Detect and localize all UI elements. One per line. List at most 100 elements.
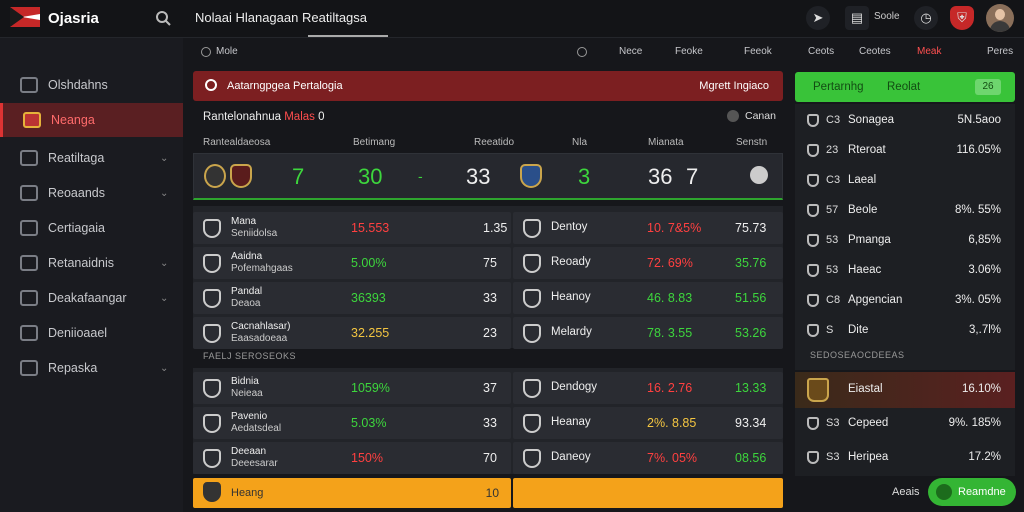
team-value: 3,.7l% bbox=[969, 324, 1001, 336]
featured-match[interactable]: 7 30 - 33 3 36 7 bbox=[193, 153, 783, 200]
team-subtitle: Neieaa bbox=[231, 388, 263, 399]
document-icon bbox=[20, 255, 38, 271]
clock-icon[interactable]: ◷ bbox=[914, 6, 938, 30]
list-item[interactable]: S Dite 3,.7l% bbox=[795, 317, 1015, 345]
list-item[interactable]: 23 Rteroat 116.05% bbox=[795, 137, 1015, 165]
rocket-icon[interactable]: ➤ bbox=[806, 6, 830, 30]
sidebar-item-4[interactable]: Reoaands ⌄ bbox=[0, 176, 183, 210]
sidebar-item-8[interactable]: Deniioaael bbox=[0, 316, 183, 350]
toolbar-item[interactable]: Feoke bbox=[675, 46, 703, 57]
toolbar-mode[interactable]: Mole bbox=[216, 46, 238, 57]
toolbar-item[interactable]: Feeok bbox=[744, 46, 772, 57]
team-value: 6,85% bbox=[968, 234, 1001, 246]
cell-value: 5.00% bbox=[351, 256, 387, 270]
sidebar-item-6[interactable]: Retanaidnis ⌄ bbox=[0, 246, 183, 280]
page-title: Nolaai Hlanagaan Reatiltagsa bbox=[195, 10, 368, 25]
list-item[interactable]: 57 Beole 8%. 55% bbox=[795, 197, 1015, 225]
search-icon[interactable] bbox=[155, 10, 171, 26]
sidebar-item-label: Retanaidnis bbox=[48, 256, 115, 270]
settings-icon[interactable] bbox=[750, 166, 768, 184]
sidebar-item-5[interactable]: Certiagaia bbox=[0, 211, 183, 245]
title-underline bbox=[308, 35, 388, 37]
crest-icon bbox=[523, 289, 541, 308]
list-item[interactable]: S3 Cepeed 9%. 185% bbox=[795, 410, 1015, 438]
alert-link[interactable]: Mgrett Ingiaco bbox=[699, 80, 769, 92]
right-panel-title: Pertarnhg bbox=[813, 81, 864, 93]
list-item[interactable]: S3 Heripea 17.2% bbox=[795, 444, 1015, 472]
table-row[interactable]: Daneoy 7%. 05% 08.56 bbox=[513, 442, 783, 474]
chevron-down-icon: ⌄ bbox=[160, 152, 169, 164]
list-item[interactable]: 53 Haeac 3.06% bbox=[795, 257, 1015, 285]
section-title: Rantelonahnua Malas 0 bbox=[203, 111, 325, 123]
crest-icon bbox=[807, 174, 819, 187]
table-row[interactable]: Melardy 78. 3.55 53.26 bbox=[513, 317, 783, 349]
sidebar-item-3[interactable]: Reatiltaga ⌄ bbox=[0, 141, 183, 175]
list-item[interactable]: C3 Sonagea 5N.5aoo bbox=[795, 107, 1015, 135]
team-name: Pavenio bbox=[231, 411, 268, 422]
right-panel-list-2: Eiastal 16.10% S3 Cepeed 9%. 185% S3 Her… bbox=[795, 372, 1015, 476]
gear-icon bbox=[727, 110, 739, 123]
alert-text: Aatarngpgea Pertalogia bbox=[227, 80, 343, 92]
toolbar-item[interactable]: Nece bbox=[619, 46, 643, 57]
table-row[interactable]: Dendogy 16. 2.76 13.33 bbox=[513, 372, 783, 404]
crest-icon bbox=[807, 451, 819, 464]
cell-value: 51.56 bbox=[735, 291, 767, 305]
toolbar-item[interactable]: Ceots bbox=[808, 46, 835, 57]
section-action[interactable]: Canan bbox=[727, 110, 776, 123]
list-item[interactable]: C3 Laeal bbox=[795, 167, 1015, 195]
crest-icon[interactable]: ⛨ bbox=[950, 6, 974, 30]
toolbar-item[interactable]: Meak bbox=[917, 46, 942, 57]
book-icon[interactable]: ▤ bbox=[845, 6, 869, 30]
team-name: Cepeed bbox=[848, 417, 889, 429]
team-value: 5N.5aoo bbox=[957, 114, 1001, 126]
team-name: Dite bbox=[848, 324, 869, 336]
table-row[interactable]: Aaidna Pofemahgaas 5.00% 75 bbox=[193, 247, 511, 279]
table-row[interactable]: Heanoy 46. 8.83 51.56 bbox=[513, 282, 783, 314]
avatar[interactable] bbox=[986, 4, 1014, 32]
table-row[interactable]: Mana Seniidolsa 15.553 1.35 bbox=[193, 212, 511, 244]
highlight-row[interactable]: Heang 10 bbox=[193, 478, 511, 508]
chevron-down-icon: ⌄ bbox=[160, 362, 169, 374]
list-item[interactable]: Eiastal 16.10% bbox=[795, 376, 1015, 404]
column-header: Reeatido bbox=[474, 137, 515, 148]
toolbar-item[interactable]: Peres bbox=[987, 46, 1014, 57]
alert-bar[interactable]: Aatarngpgea Pertalogia Mgrett Ingiaco bbox=[193, 71, 783, 101]
toolbar-item[interactable]: Ceotes bbox=[859, 46, 891, 57]
crest-icon bbox=[203, 289, 221, 308]
table-row[interactable]: Pavenio Aedatsdeal 5.03% 33 bbox=[193, 407, 511, 439]
team-name: Aaidna bbox=[231, 251, 263, 262]
cell-value: 78. 3.55 bbox=[647, 326, 693, 340]
rank-number: S bbox=[826, 324, 834, 336]
right-panel-header[interactable]: Pertarnhg Reolat 26 bbox=[795, 72, 1015, 102]
table-row[interactable]: Heanay 2%. 8.85 93.34 bbox=[513, 407, 783, 439]
table-row[interactable]: Dentoy 10. 7&5% 75.73 bbox=[513, 212, 783, 244]
team-value: 16.10% bbox=[961, 383, 1001, 395]
hero-value: 7 bbox=[686, 164, 699, 189]
cell-value: 46. 8.83 bbox=[647, 291, 693, 305]
sidebar-item-9[interactable]: Repaska ⌄ bbox=[0, 351, 183, 385]
list-item[interactable]: 53 Pmanga 6,85% bbox=[795, 227, 1015, 255]
table-row[interactable]: Cacnahlasar) Eaasadoeaa 32.255 23 bbox=[193, 317, 511, 349]
list-item[interactable]: C8 Apgencian 3%. 05% bbox=[795, 287, 1015, 315]
crest-icon bbox=[807, 324, 819, 337]
rank-number: 53 bbox=[826, 264, 839, 276]
highlight-row-extension bbox=[513, 478, 783, 508]
cell-value: 33 bbox=[483, 291, 497, 305]
sidebar-item-label: Deniioaael bbox=[48, 326, 108, 340]
team-value: 17.2% bbox=[968, 451, 1001, 463]
primary-action-button[interactable]: Reamdne bbox=[928, 478, 1016, 506]
sidebar-item-dashboard[interactable]: Olshdahns bbox=[0, 68, 183, 102]
cell-value: 16. 2.76 bbox=[647, 381, 693, 395]
table-row[interactable]: Reoady 72. 69% 35.76 bbox=[513, 247, 783, 279]
cell-value: 1.35 bbox=[483, 221, 508, 235]
table-row[interactable]: Pandal Deaoa 36393 33 bbox=[193, 282, 511, 314]
column-header: Mianata bbox=[648, 137, 684, 148]
opponent-name: Dentoy bbox=[551, 221, 588, 233]
rank-number: S3 bbox=[826, 417, 840, 429]
right-panel-subheading: SEDOSEAOCDEEAS bbox=[810, 350, 905, 360]
sidebar-item-active[interactable]: Neanga bbox=[0, 103, 183, 137]
sidebar-item-7[interactable]: Deakafaangar ⌄ bbox=[0, 281, 183, 315]
table-row[interactable]: Bidnia Neieaa 1059% 37 bbox=[193, 372, 511, 404]
database-icon bbox=[20, 325, 38, 341]
table-row[interactable]: Deeaan Deeesarar 150% 70 bbox=[193, 442, 511, 474]
